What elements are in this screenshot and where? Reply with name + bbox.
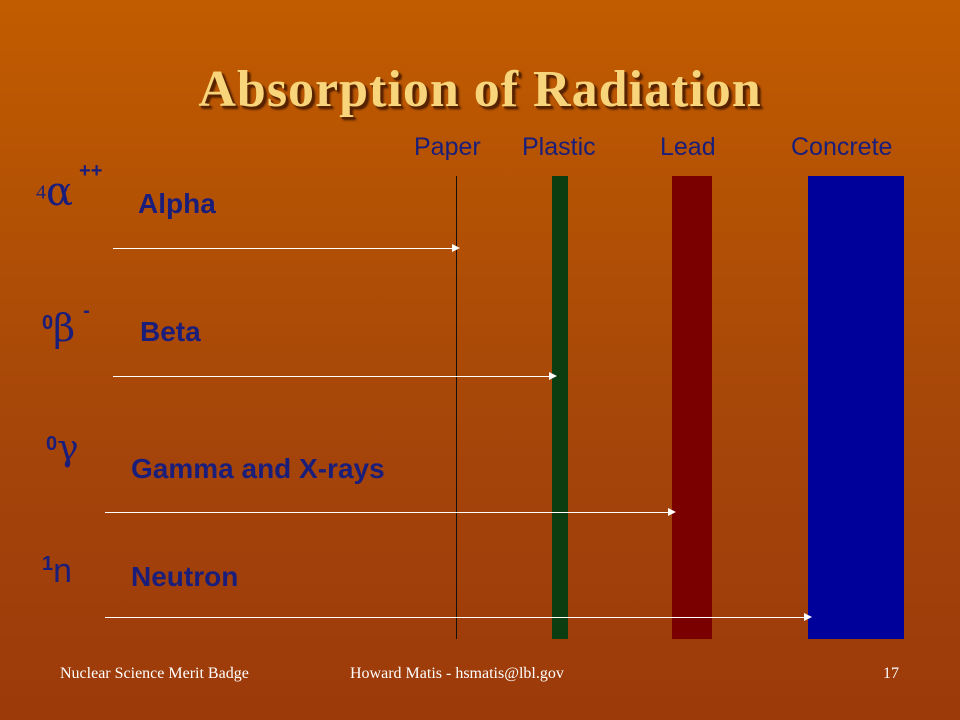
label-lead: Lead (660, 133, 716, 161)
gamma-arrow (105, 508, 676, 516)
neutron-symbol: 1n (42, 552, 73, 590)
gamma-symbol: 0γ (46, 428, 79, 469)
label-paper: Paper (414, 133, 481, 161)
slide-title: Absorption of Radiation (198, 61, 762, 118)
label-concrete: Concrete (791, 133, 893, 161)
gamma-label: Gamma and X-rays (131, 453, 385, 484)
neutron-arrow (105, 613, 812, 621)
alpha-symbol: 4α ++ (36, 160, 103, 215)
concrete-barrier (808, 176, 904, 639)
beta-label: Beta (140, 316, 201, 347)
page-number: 17 (883, 665, 899, 682)
beta-arrow (113, 372, 557, 380)
footer-left: Nuclear Science Merit Badge (60, 665, 249, 682)
alpha-label: Alpha (138, 188, 216, 219)
beta-symbol: 0β - (42, 300, 90, 350)
footer-center: Howard Matis - hsmatis@lbl.gov (350, 665, 564, 682)
alpha-arrow (113, 244, 460, 252)
lead-barrier (672, 176, 712, 639)
paper-barrier (456, 176, 457, 639)
neutron-label: Neutron (131, 561, 239, 592)
label-plastic: Plastic (522, 133, 596, 161)
plastic-barrier (552, 176, 568, 639)
